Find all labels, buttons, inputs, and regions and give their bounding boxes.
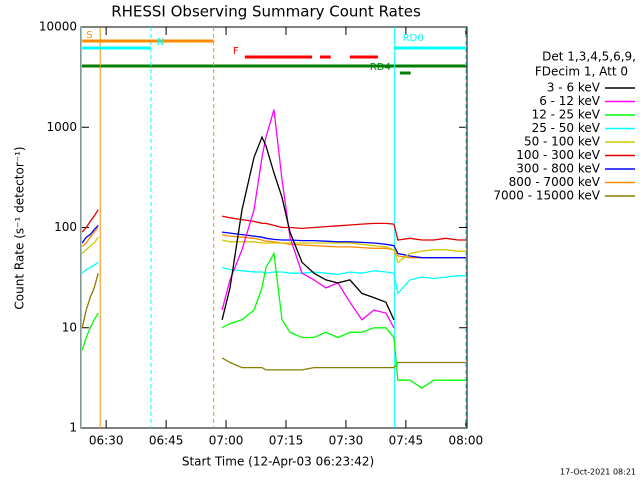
series-line — [81, 209, 466, 241]
flag-label: F — [233, 46, 239, 57]
y-tick-label: 100 — [54, 220, 77, 234]
x-tick-label: 08:00 — [449, 434, 484, 448]
chart-title: RHESSI Observing Summary Count Rates — [111, 3, 421, 21]
x-axis-label: Start Time (12-Apr-03 06:23:42) — [182, 455, 374, 469]
x-tick-label: 06:30 — [89, 434, 124, 448]
y-tick-label: 1000 — [46, 120, 77, 134]
footer: 17-Oct-2021 08:21 — [560, 468, 636, 477]
legend-label: 100 - 300 keV — [516, 148, 600, 162]
x-tick-label: 07:45 — [389, 434, 424, 448]
series-line — [81, 224, 466, 259]
series-line — [81, 251, 466, 389]
series-line — [81, 261, 466, 295]
legend-label: 300 - 800 keV — [516, 162, 600, 176]
legend-label: 12 - 25 keV — [532, 108, 601, 122]
series-line — [221, 109, 395, 329]
legend-label: 50 - 100 keV — [524, 135, 601, 149]
legend-label: 6 - 12 keV — [539, 94, 601, 108]
flag-label: RD4 — [370, 62, 391, 73]
flag-label: S — [86, 30, 92, 41]
legend-label: 25 - 50 keV — [532, 121, 601, 135]
legend-header: FDecim 1, Att 0 — [535, 65, 628, 79]
flag-label: RD0 — [403, 33, 424, 44]
x-tick-label: 06:45 — [149, 434, 184, 448]
y-tick-label: 10 — [62, 320, 77, 334]
series-line — [81, 236, 466, 264]
series-line — [221, 135, 395, 321]
y-tick-label: 10000 — [39, 20, 77, 34]
legend-label: 800 - 7000 keV — [509, 175, 601, 189]
flag-label: N — [157, 37, 164, 48]
x-tick-label: 07:00 — [209, 434, 244, 448]
y-tick-label: 1 — [69, 421, 77, 435]
legend-header: Det 1,3,4,5,6,9, — [542, 50, 636, 64]
y-axis-label: Count Rate (s⁻¹ detector⁻¹) — [13, 146, 27, 309]
plot-frame — [80, 26, 468, 429]
x-tick-label: 07:15 — [269, 434, 304, 448]
x-tick-label: 07:30 — [329, 434, 364, 448]
legend-label: 7000 - 15000 keV — [493, 189, 600, 203]
legend-label: 3 - 6 keV — [547, 81, 601, 95]
series-line — [81, 273, 466, 371]
